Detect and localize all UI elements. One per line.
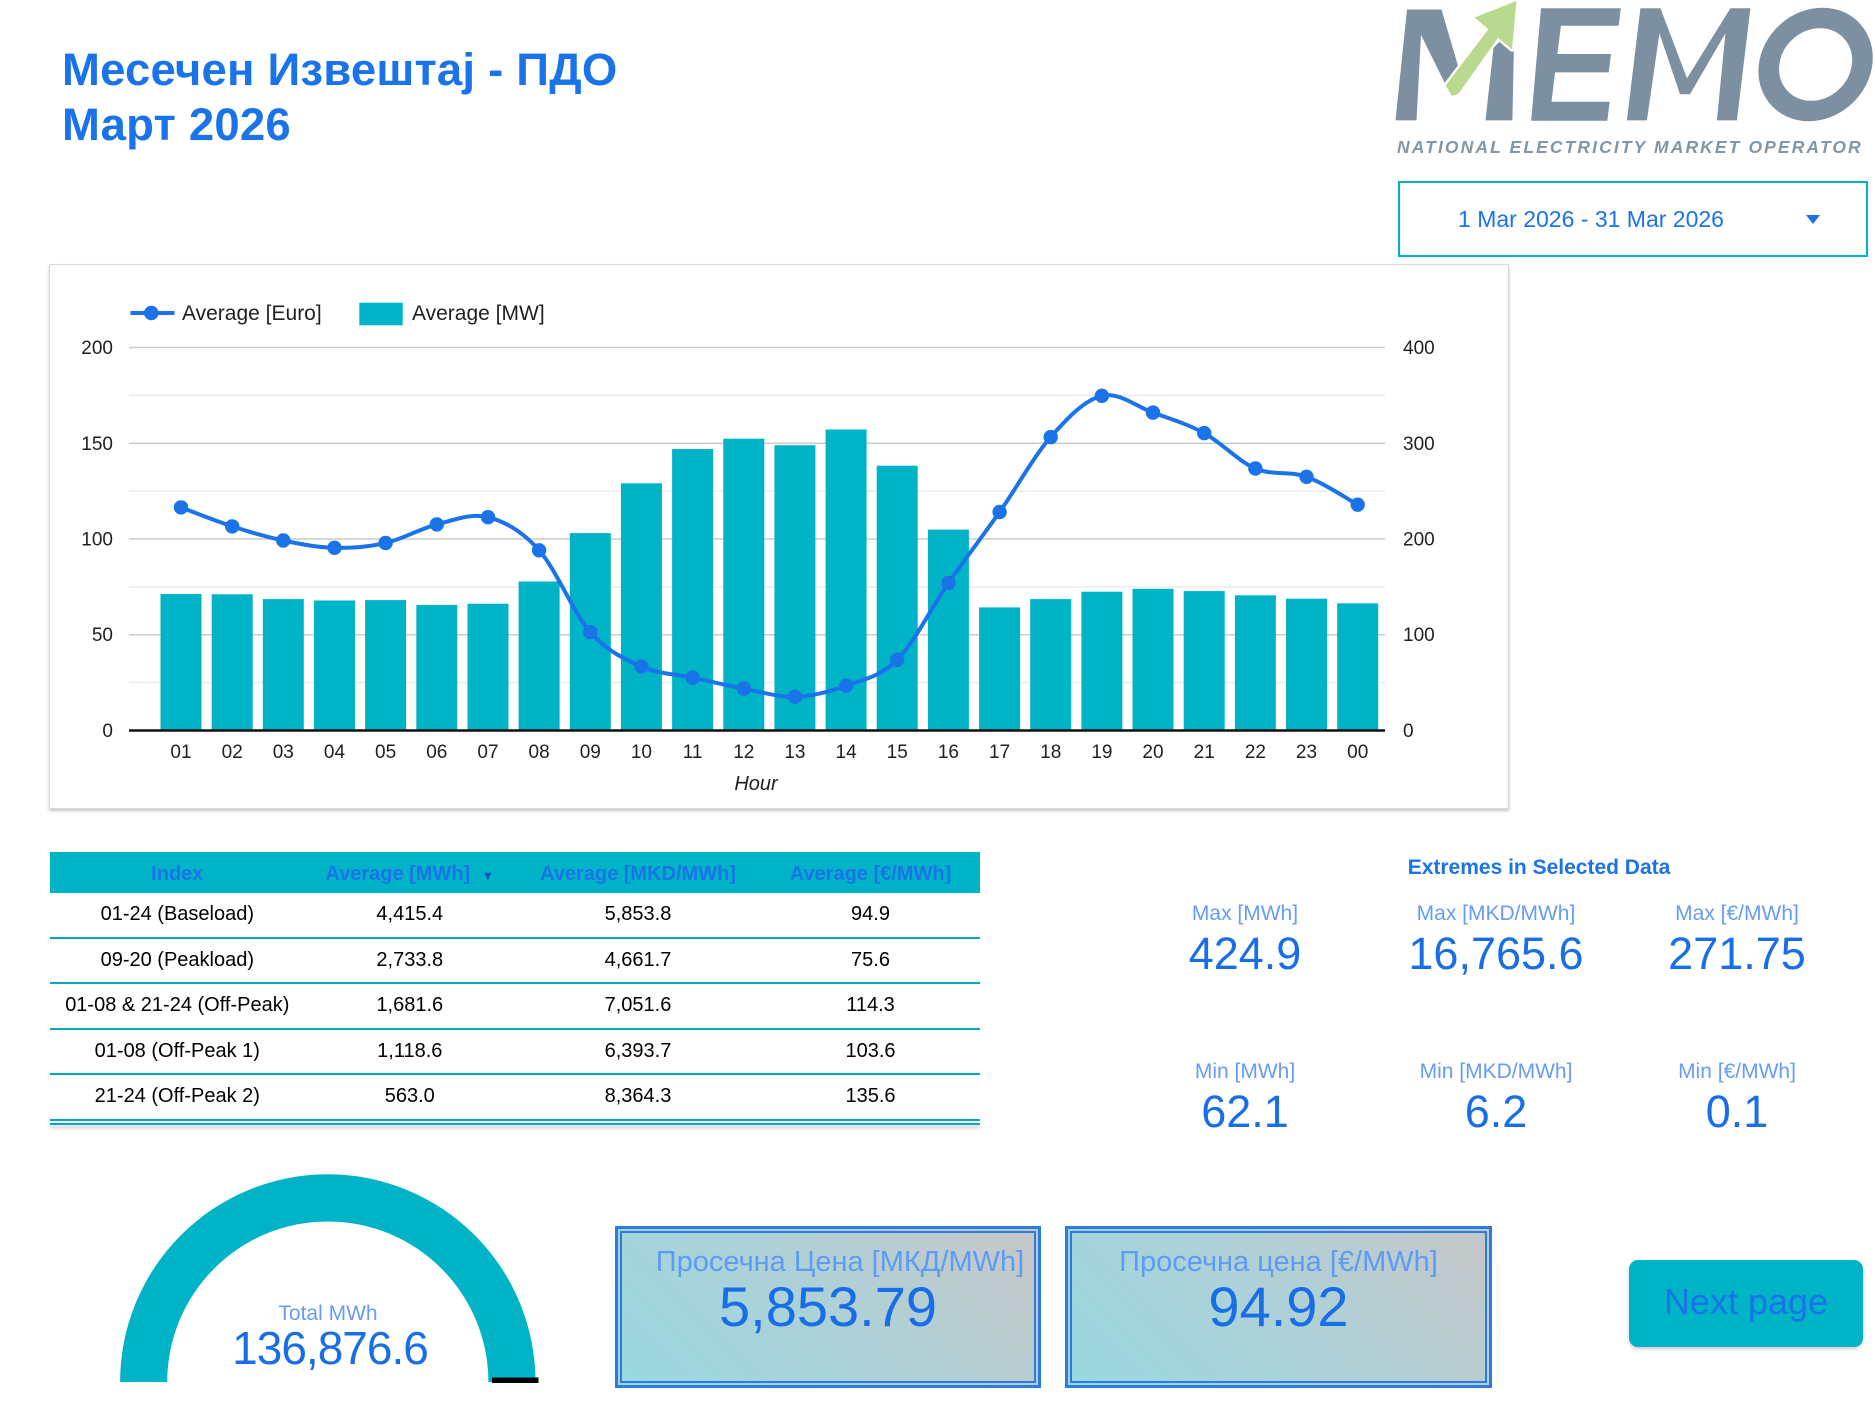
- svg-text:21: 21: [1194, 742, 1215, 763]
- svg-text:Average [Euro]: Average [Euro]: [182, 302, 322, 325]
- svg-text:16: 16: [938, 742, 959, 763]
- svg-text:14: 14: [836, 742, 858, 763]
- svg-text:19: 19: [1091, 742, 1112, 763]
- svg-text:08: 08: [529, 742, 550, 763]
- svg-text:00: 00: [1347, 742, 1368, 763]
- svg-text:06: 06: [426, 742, 447, 763]
- svg-text:05: 05: [375, 742, 396, 763]
- svg-text:Average [MW]: Average [MW]: [412, 302, 545, 325]
- svg-text:0: 0: [102, 721, 113, 742]
- svg-text:300: 300: [1403, 434, 1435, 455]
- svg-text:09: 09: [580, 742, 601, 763]
- svg-text:200: 200: [81, 338, 113, 359]
- svg-text:23: 23: [1296, 742, 1317, 763]
- svg-text:NATIONAL ELECTRICITY MARKET OP: NATIONAL ELECTRICITY MARKET OPERATOR: [1397, 137, 1863, 157]
- svg-text:400: 400: [1403, 338, 1435, 359]
- svg-text:07: 07: [477, 742, 498, 763]
- svg-text:0: 0: [1403, 721, 1414, 742]
- svg-text:150: 150: [81, 434, 113, 455]
- svg-text:200: 200: [1403, 530, 1435, 551]
- svg-text:03: 03: [273, 742, 294, 763]
- svg-text:04: 04: [324, 742, 346, 763]
- svg-text:01: 01: [170, 742, 191, 763]
- svg-text:17: 17: [989, 742, 1010, 763]
- svg-text:10: 10: [631, 742, 652, 763]
- svg-text:18: 18: [1040, 742, 1061, 763]
- svg-text:Hour: Hour: [734, 773, 779, 795]
- svg-text:50: 50: [92, 625, 113, 646]
- svg-text:100: 100: [1403, 625, 1435, 646]
- svg-text:22: 22: [1245, 742, 1266, 763]
- svg-text:15: 15: [887, 742, 908, 763]
- svg-text:13: 13: [784, 742, 805, 763]
- svg-text:11: 11: [683, 742, 703, 763]
- svg-text:20: 20: [1142, 742, 1163, 763]
- svg-text:02: 02: [222, 742, 243, 763]
- svg-text:100: 100: [81, 530, 113, 551]
- svg-text:12: 12: [733, 742, 754, 763]
